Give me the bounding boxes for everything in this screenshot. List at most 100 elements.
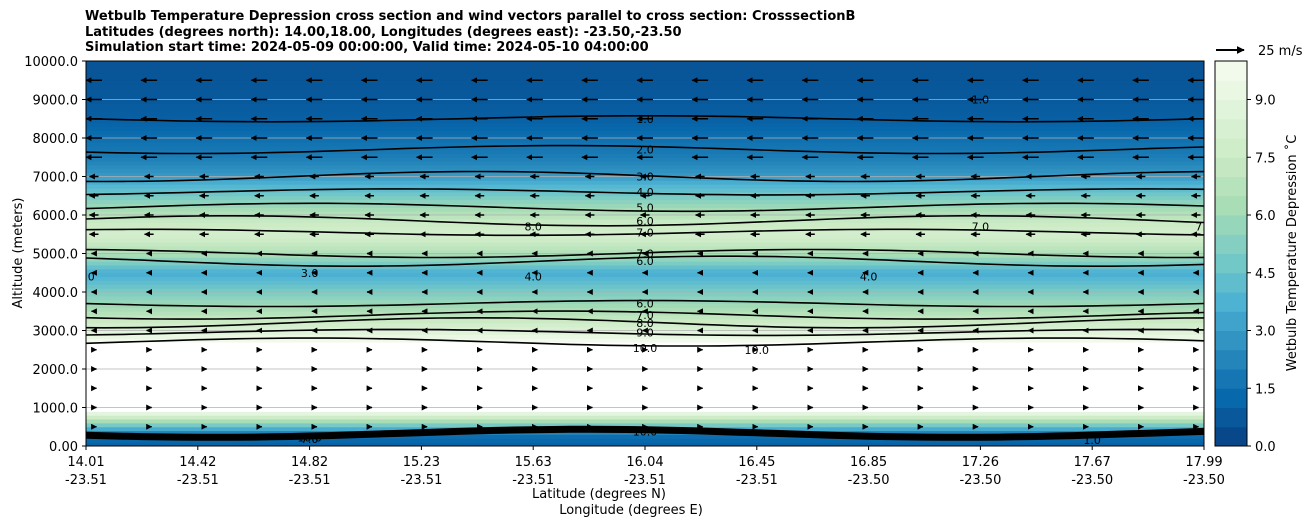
colorbar-segment [1215, 195, 1247, 216]
x-tick-label-lat: 14.42 [179, 455, 216, 470]
x-tick-label-lon: -23.51 [400, 473, 442, 488]
field-band [86, 199, 1204, 204]
field-band [86, 188, 1204, 193]
field-band [86, 87, 1204, 93]
field-band [86, 103, 1204, 108]
field-band [86, 295, 1204, 301]
contour-lines [86, 115, 1204, 441]
x-tick-label-lat: 14.82 [291, 455, 328, 470]
field-band [86, 68, 1204, 74]
y-tick-label: 1000.0 [33, 402, 79, 417]
field-band [86, 126, 1204, 131]
x-tick-label-lat: 17.67 [1074, 455, 1111, 470]
contour-label: 7.0 [636, 248, 654, 261]
field-band [86, 180, 1204, 185]
colorbar-tick-label: 7.5 [1255, 151, 1276, 166]
contour-label: 8.0 [636, 317, 654, 330]
wind-vectors [86, 77, 1204, 430]
field-band [86, 138, 1204, 143]
field-band [86, 168, 1204, 174]
field-band [86, 419, 1204, 424]
field-band [86, 238, 1204, 243]
field-band [86, 399, 1204, 405]
field-band [86, 276, 1204, 281]
contour-label: 2.0 [636, 144, 654, 157]
colorbar-label: Wetbulb Temperature Depression ˚C [1284, 135, 1300, 372]
x-tick-label-lat: 16.45 [738, 455, 775, 470]
contour-label: 10.0 [633, 425, 658, 438]
field-band [86, 111, 1204, 116]
x-tick-label-lon: -23.50 [959, 473, 1001, 488]
y-tick-label: 5000.0 [33, 248, 79, 263]
colorbar-segment [1215, 99, 1247, 120]
colorbar-tick-label: 1.5 [1255, 382, 1276, 397]
contour-line [86, 202, 1204, 213]
x-tick-label-lon: -23.50 [848, 473, 890, 488]
contour-label: 7.0 [972, 221, 990, 234]
colorbar: 0.0 1.5 3.0 4.5 6.0 7.5 9.0 [1214, 60, 1276, 455]
x-tick-label-lon: -23.51 [289, 473, 331, 488]
field-band [86, 245, 1204, 251]
field-band [86, 226, 1204, 231]
field-band [86, 438, 1204, 443]
contour-label: 5.0 [636, 201, 654, 214]
field-band [86, 334, 1204, 339]
colorbar-frame [1214, 60, 1248, 447]
field-band [86, 257, 1204, 262]
field-band [86, 61, 1204, 66]
field-band [86, 149, 1204, 154]
title-line-1: Wetbulb Temperature Depression cross sec… [85, 9, 856, 24]
colorbar-segment [1215, 426, 1247, 447]
field-band [86, 303, 1204, 308]
colorbar-tick-label: 0.0 [1255, 440, 1276, 455]
contour-label: 6.0 [636, 215, 654, 228]
y-axis-label: Altitude (meters) [11, 198, 26, 309]
contour-line [86, 144, 1204, 155]
colorbar-segment [1215, 330, 1247, 351]
field-band [86, 122, 1204, 127]
contour-label: 10.0 [297, 432, 322, 445]
colorbar-tick-label: 9.0 [1255, 94, 1276, 109]
chart-title: Wetbulb Temperature Depression cross sec… [85, 9, 855, 56]
field-band [86, 265, 1204, 270]
field-band [86, 80, 1204, 85]
field-band [86, 76, 1204, 81]
field-band [86, 361, 1204, 366]
contour-line [86, 215, 1204, 227]
colorbar-segment [1215, 407, 1247, 428]
y-tick-label: 9000.0 [33, 94, 79, 109]
field-band [86, 107, 1204, 112]
contour-label: 7.0 [301, 433, 319, 446]
colorbar-segment [1215, 157, 1247, 177]
field-band [86, 203, 1204, 208]
colorbar-segment [1215, 311, 1247, 331]
field-band [86, 184, 1204, 189]
x-tick-label-lat: 17.99 [1185, 455, 1222, 470]
field-band [86, 342, 1204, 347]
field-band [86, 353, 1204, 358]
x-tick-label-lon: -23.51 [177, 473, 219, 488]
contour-line-near-surface [86, 425, 1204, 441]
field-band [86, 161, 1204, 166]
x-tick-label-lon: -23.51 [512, 473, 554, 488]
colorbar-segment [1215, 215, 1247, 235]
field-band [86, 218, 1204, 224]
x-tick-label-lat: 16.04 [626, 455, 663, 470]
y-tick-label: 7000.0 [33, 171, 79, 186]
field-band [86, 114, 1204, 120]
contour-line [86, 115, 1204, 123]
colorbar-segment [1215, 176, 1247, 197]
y-tick-label: 0.00 [49, 440, 78, 455]
contour-label: 1.0 [636, 113, 654, 126]
colorbar-segment [1215, 138, 1247, 158]
field-band [86, 164, 1204, 170]
contour-label: 3.0 [636, 171, 654, 184]
field-band [86, 145, 1204, 151]
field-band [86, 284, 1204, 289]
contour-line [86, 337, 1204, 347]
quiver-key: 25 m/s [1216, 44, 1303, 59]
field-band [86, 241, 1204, 247]
y-tick-label: 6000.0 [33, 209, 79, 224]
y-tick-label: 8000.0 [33, 132, 79, 147]
